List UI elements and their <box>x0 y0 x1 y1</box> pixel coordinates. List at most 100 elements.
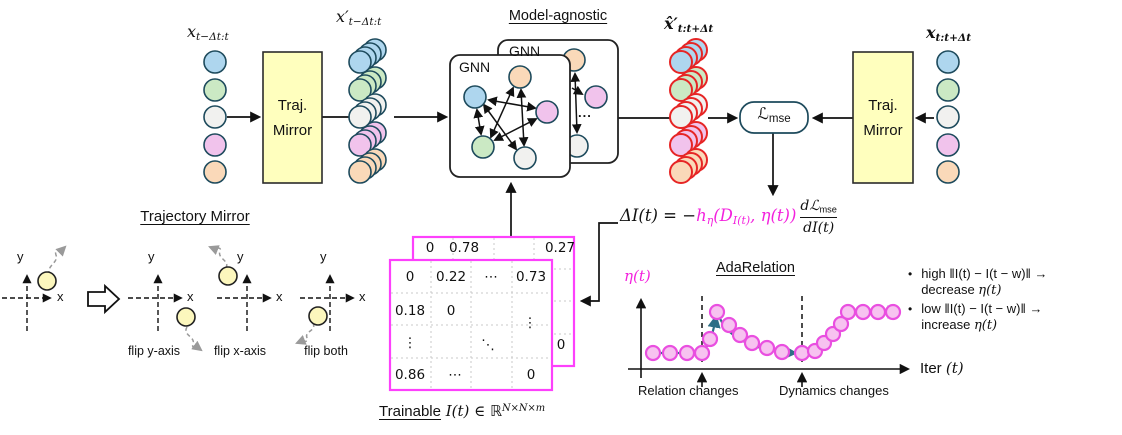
eta-axis-label: η(t) <box>624 267 651 285</box>
axis-y-label: y <box>17 249 24 264</box>
mirrored-stack-node <box>348 78 372 102</box>
matrix-cell: 0.78 <box>448 240 480 256</box>
eta-rules-list: • high ‖I(t) − I(t − w)‖ → decrease η(t)… <box>908 266 1120 336</box>
target-node <box>936 105 960 129</box>
gradient-fraction: dℒmse dI(t) <box>800 198 837 236</box>
target-node <box>936 78 960 102</box>
eta-point <box>773 343 791 361</box>
matrix-cell: 0.18 <box>394 303 426 319</box>
axis-x-label: x <box>359 289 366 304</box>
matrix-cell: ⋯ <box>484 269 498 285</box>
eta-point <box>758 339 776 357</box>
traj-mirror-label-left: Traj. Mirror <box>272 96 313 139</box>
gnn-edges <box>473 86 538 151</box>
list-item: • high ‖I(t) − I(t − w)‖ → decrease η(t) <box>908 266 1048 298</box>
matrix-cell: 0.27 <box>544 240 576 256</box>
eta-point <box>839 303 857 321</box>
eta-point <box>678 344 696 362</box>
pred-stack-node <box>669 160 693 184</box>
pred-stack-node <box>669 105 693 129</box>
adarelation-plot <box>628 296 911 387</box>
mirrored-stack-node <box>348 160 372 184</box>
trajectory-mirror-title: Trajectory Mirror <box>140 208 250 225</box>
gnn-node <box>584 85 608 109</box>
gnn-front-box <box>449 54 571 178</box>
flow-arrows <box>227 111 934 307</box>
mirrored-stack-node <box>348 50 372 74</box>
update-equation: ΔI(t) = − hη(DI(t), η(t)) dℒmse dI(t) <box>620 198 837 236</box>
pred-stack-node <box>669 133 693 157</box>
eta-point <box>644 344 662 362</box>
x-target-label: xt:t+Δt <box>926 23 972 44</box>
trainable-caption: Trainable I(t) ∈ ℝN×N×m <box>379 402 546 420</box>
eta-point <box>720 316 738 334</box>
eta-point <box>701 330 719 348</box>
traj-mirror-label-right: Traj. Mirror <box>863 96 903 139</box>
target-node <box>936 160 960 184</box>
mirrored-stack-node <box>348 105 372 129</box>
input-node <box>203 78 227 102</box>
gnn-node <box>513 146 537 170</box>
axis-y-label: y <box>148 249 155 264</box>
matrix-cell: ⋯ <box>448 367 462 383</box>
x-mirrored-label: x′t−Δt:t <box>336 7 382 28</box>
relation-changes-label: Relation changes <box>638 383 739 398</box>
relation-matrix-front <box>388 258 554 392</box>
model-agnostic-title: Model-agnostic <box>508 8 608 24</box>
matrix-cell: ⋮ <box>523 315 537 331</box>
pred-stack-node <box>669 78 693 102</box>
loss-box <box>739 101 809 134</box>
gnn-front-label: GNN <box>459 59 491 75</box>
input-node <box>203 105 227 129</box>
matrix-cell: 0 <box>526 367 536 383</box>
eta-points <box>644 303 902 362</box>
eta-point <box>743 334 761 352</box>
matrix-cell: ⋱ <box>481 337 495 353</box>
x-input-label: xt−Δt:t <box>187 22 229 43</box>
flip-x-caption: flip x-axis <box>213 344 267 358</box>
eta-point <box>793 344 811 362</box>
traj-mirror-box-left <box>262 51 323 184</box>
implies-arrow <box>87 283 121 315</box>
target-node <box>936 133 960 157</box>
pred-stack-node <box>669 50 693 74</box>
gnn-back-label: GNN <box>509 43 541 59</box>
gnn-node <box>535 100 559 124</box>
eta-point <box>731 326 749 344</box>
list-item: • low ‖I(t) − I(t − w)‖ → increase η(t) <box>908 301 1043 333</box>
matrix-cell: 0.73 <box>515 269 547 285</box>
eta-point <box>832 315 850 333</box>
matrix-cell: 0 <box>446 303 456 319</box>
matrix-cell: ⋮ <box>403 335 417 351</box>
gnn-node <box>471 135 495 159</box>
axis-y-label: y <box>320 249 327 264</box>
loss-label: ℒmse <box>757 104 791 126</box>
eta-point <box>708 303 726 321</box>
input-node <box>203 50 227 74</box>
matrix-cell: 0 <box>425 240 435 256</box>
eta-point <box>661 344 679 362</box>
adarelation-title: AdaRelation <box>716 260 795 276</box>
axis-y-label: y <box>237 249 244 264</box>
traj-mirror-box-right <box>852 51 914 184</box>
input-node <box>203 160 227 184</box>
axis-x-label: x <box>57 289 64 304</box>
node-columns <box>203 38 960 184</box>
eta-point <box>869 303 887 321</box>
iter-axis-label: Iter (t) <box>920 359 964 377</box>
eta-point <box>854 303 872 321</box>
axis-x-label: x <box>276 289 283 304</box>
gnn-ellipsis: ... <box>578 105 592 120</box>
target-node <box>936 50 960 74</box>
input-node <box>203 133 227 157</box>
matrix-cell: 0 <box>556 337 566 353</box>
axis-x-label: x <box>187 289 194 304</box>
arrow-equation-to-matrix <box>579 222 618 307</box>
flip-both-caption: flip both <box>304 344 348 358</box>
gnn-node <box>508 65 532 89</box>
gnn-node <box>463 85 487 109</box>
mirrored-stack-node <box>348 133 372 157</box>
mirror-mini-plots <box>2 245 355 352</box>
